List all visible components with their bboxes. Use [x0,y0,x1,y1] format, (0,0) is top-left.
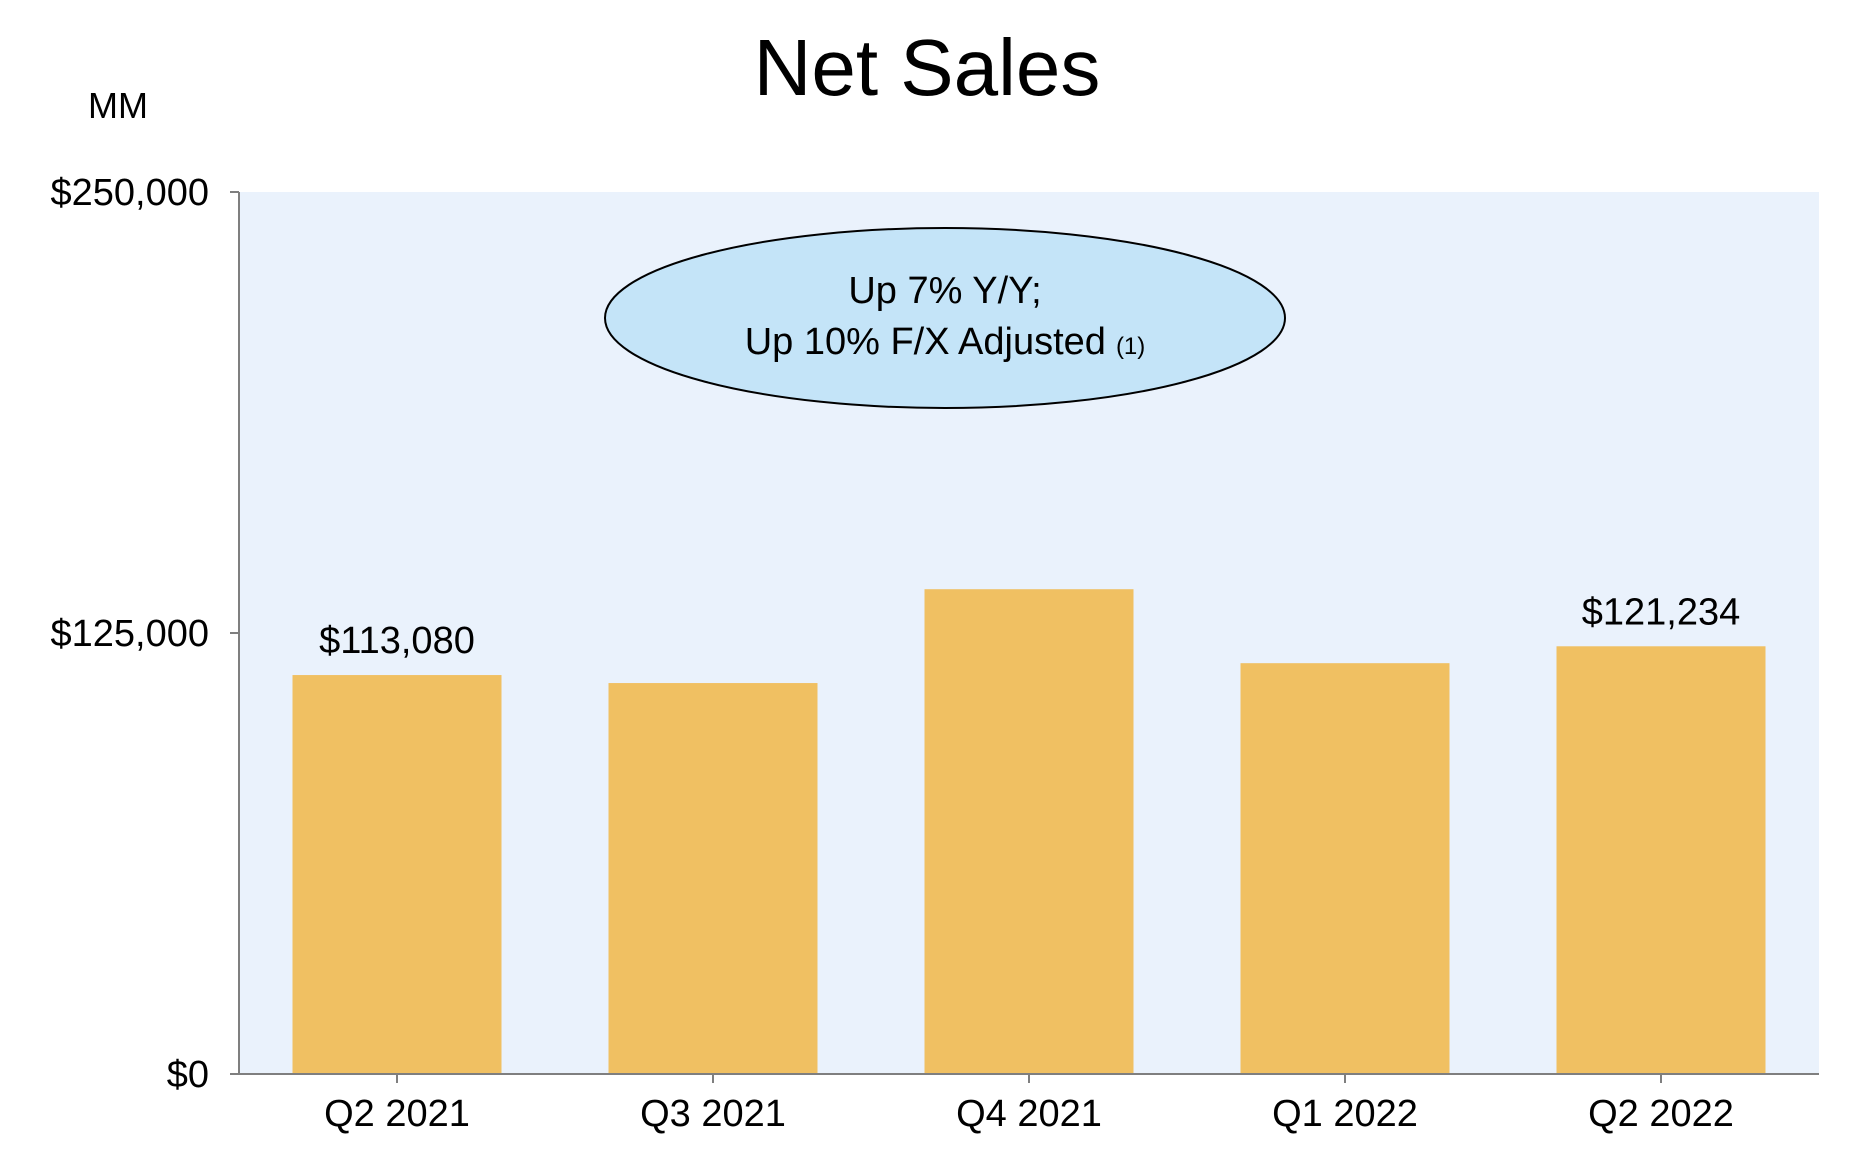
bar-q1-2022 [1240,663,1450,1074]
bar-q4-2021 [924,589,1134,1074]
y-tick-label: $0 [167,1054,209,1096]
data-labels-group: $113,080 $121,234 [319,591,1740,662]
data-label-q2-2021: $113,080 [319,620,475,662]
x-ticks-group: Q2 2021 Q3 2021 Q4 2021 Q1 2022 Q2 2022 [324,1074,1734,1135]
annotation-line-2: Up 10% F/X Adjusted (1) [745,321,1146,363]
chart-title: Net Sales [754,23,1101,112]
bar-q3-2021 [608,683,818,1074]
x-tick-label: Q4 2021 [956,1093,1102,1135]
data-label-q2-2022: $121,234 [1582,591,1741,633]
annotation-callout: Up 7% Y/Y; Up 10% F/X Adjusted (1) [604,227,1286,409]
bar-q2-2021 [292,675,502,1074]
bar-q2-2022 [1556,646,1766,1074]
x-tick-label: Q3 2021 [640,1093,786,1135]
y-ticks-group: $0 $125,000 $250,000 [51,172,239,1096]
unit-label: MM [88,85,148,126]
x-tick-label: Q1 2022 [1272,1093,1418,1135]
annotation-line-1: Up 7% Y/Y; [848,270,1041,312]
annotation-line-2-text: Up 10% F/X Adjusted [745,321,1106,363]
annotation-ellipse [604,227,1286,409]
x-tick-label: Q2 2021 [324,1093,470,1135]
y-tick-label: $125,000 [51,613,210,655]
annotation-footnote: (1) [1116,333,1145,360]
y-tick-label: $250,000 [51,172,210,214]
x-tick-label: Q2 2022 [1588,1093,1734,1135]
bars-group [292,589,1766,1074]
